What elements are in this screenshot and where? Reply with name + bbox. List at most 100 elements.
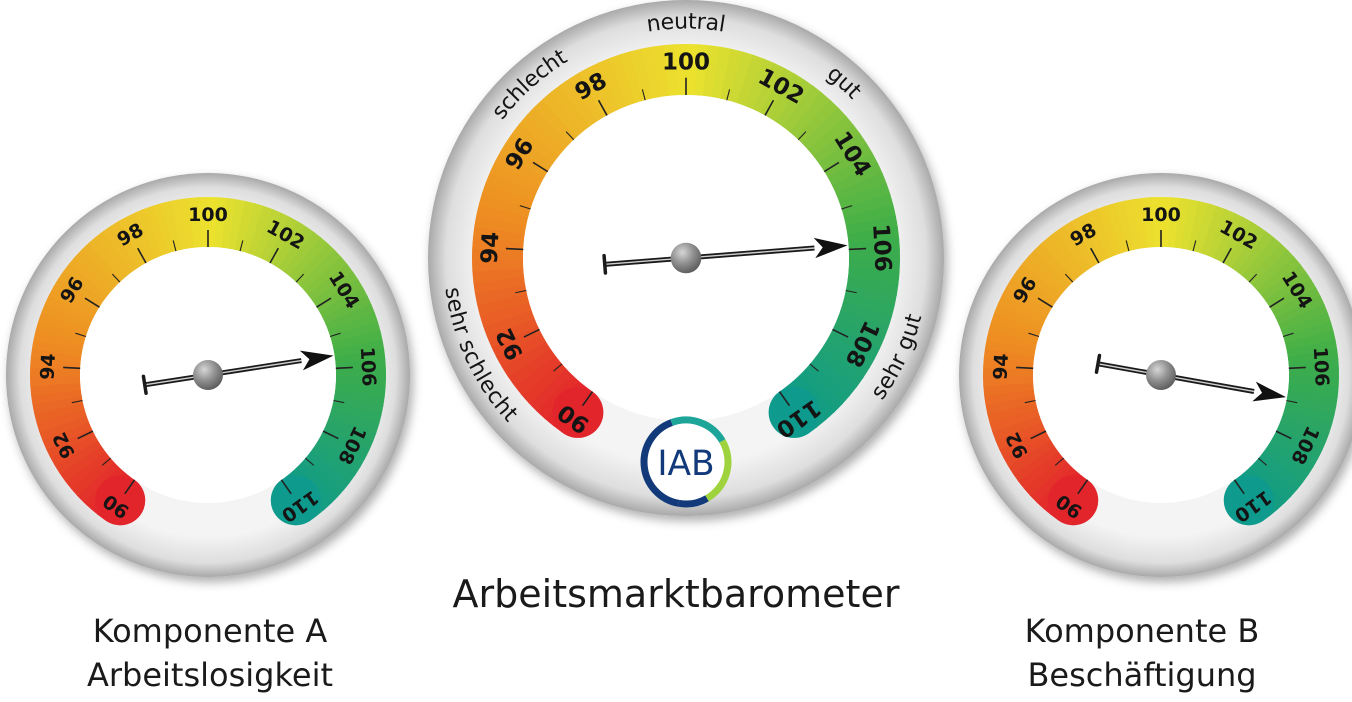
gauge-band-segment — [842, 293, 895, 318]
gauge-band-segment — [479, 300, 532, 327]
gauge-band-segment — [1114, 200, 1136, 252]
gauge-band-segment — [815, 348, 864, 388]
zone-label-neutral: neutral — [645, 9, 727, 37]
gauge-band-segment — [31, 388, 82, 405]
iab-logo-text: IAB — [657, 444, 714, 484]
gauge-band-segment — [331, 330, 383, 351]
gauge-band-segment — [795, 99, 840, 145]
gauge-minor-tick — [1257, 457, 1268, 466]
gauge-band-segment — [1285, 396, 1337, 416]
gauge-band-segment — [1021, 255, 1067, 296]
gauge-minor-tick — [519, 205, 531, 210]
gauge-band-segment — [798, 368, 843, 414]
main-gauge-caption: Arbeitsmarktbarometer — [452, 572, 900, 616]
gauge-band-segment — [283, 231, 322, 277]
gauge-minor-tick — [1248, 273, 1258, 283]
gauge-band-segment — [541, 91, 585, 138]
gauge-major-tick — [778, 391, 791, 407]
gauge-major-tick — [1233, 479, 1245, 495]
gauge-major-tick — [1275, 430, 1292, 440]
gauge-major-tick — [1090, 247, 1100, 264]
gauge-needle-tail-bar — [602, 253, 608, 275]
gauge-band-segment — [309, 446, 356, 484]
gauge-minor-tick — [641, 89, 646, 101]
gauge-band-segment — [152, 202, 176, 254]
gauge-band-segment — [989, 408, 1040, 433]
iab-logo-ring — [705, 439, 732, 502]
gauge-band-segment — [789, 92, 832, 139]
gauge-major-tick — [832, 328, 849, 338]
gauge-band-segment — [986, 328, 1038, 350]
gauge-minor-tick — [841, 205, 853, 210]
gauge-band-segment — [984, 388, 1035, 405]
gauge-band-segment — [1258, 451, 1304, 491]
gauge-minor-tick — [1125, 240, 1130, 252]
gauge-band-segment — [300, 456, 345, 498]
gauge-band-segment — [59, 445, 106, 482]
gauge-minor-tick — [726, 89, 731, 101]
gauge-band-segment — [489, 160, 541, 194]
gauge-major-tick — [280, 479, 292, 495]
gauge-tick-label: 106 — [867, 223, 895, 272]
gauge-band-segment — [170, 198, 190, 250]
gauge-needle-tail-bar — [141, 374, 148, 395]
gauge-minor-tick — [295, 273, 305, 283]
gauge-band-segment — [227, 199, 247, 251]
gauge-b-caption-title: Komponente B — [1024, 612, 1260, 650]
gauge-band-segment — [1246, 243, 1289, 286]
gauge-band-segment — [991, 311, 1042, 337]
gauge-major-tick — [322, 430, 339, 440]
gauge-major-tick — [597, 99, 608, 116]
gauge-band-segment — [533, 98, 578, 144]
gauge-band-segment — [1251, 249, 1296, 291]
gauge-band-segment — [1280, 312, 1332, 338]
gauge-minor-tick — [1286, 399, 1298, 404]
gauge-major-tick — [63, 366, 81, 370]
gauge-band-segment — [641, 46, 662, 99]
gauge-band-segment — [1034, 242, 1076, 286]
gauge-minor-tick — [1054, 457, 1065, 466]
gauge-band-segment — [1041, 236, 1081, 281]
gauge-band-segment — [38, 311, 89, 337]
gauge-a-caption-title: Komponente A — [92, 612, 328, 650]
gauge-band-segment — [1180, 199, 1200, 251]
gauge-band-segment — [782, 85, 823, 133]
gauge-band-segment — [528, 367, 573, 412]
gauge-band-segment — [843, 204, 897, 228]
gauge-band-segment — [30, 381, 81, 396]
gauge-band-segment — [44, 294, 95, 325]
gauge-band-segment — [1236, 231, 1275, 277]
gauge-band-segment — [161, 200, 183, 252]
gauge-band-segment — [473, 275, 526, 295]
gauge-band-segment — [719, 48, 744, 102]
gauge-band-cap-high — [270, 475, 321, 526]
gauge-band-segment — [474, 283, 528, 306]
gauge-band-segment — [247, 205, 274, 257]
gauge-band-segment — [325, 303, 376, 332]
gauge-major-tick — [1269, 297, 1285, 308]
gauge-band-segment — [1286, 389, 1338, 407]
gauge-minor-tick — [1028, 332, 1040, 338]
gauge-band-segment — [95, 230, 134, 277]
gauge-major-tick — [505, 247, 524, 251]
gauge-major-tick — [1030, 430, 1047, 440]
gauge-band-segment — [75, 248, 118, 291]
gauge-band-segment — [550, 84, 591, 132]
gauge-minor-tick — [1024, 399, 1036, 404]
gauge-band-segment — [1028, 248, 1071, 291]
gauge-band-segment — [81, 242, 123, 286]
gauge-band-segment — [984, 338, 1036, 357]
gauge-tick-label: 100 — [662, 49, 710, 75]
gauge-minor-tick — [329, 332, 341, 338]
gauge-b-caption-subtitle: Beschäftigung — [1027, 656, 1257, 694]
gauge-needle-hub — [1146, 360, 1176, 390]
gauge-band-segment — [736, 54, 765, 107]
gauge-band-segment — [728, 51, 755, 104]
gauge-band-segment — [1262, 446, 1309, 484]
gauge-band-segment — [994, 302, 1045, 331]
gauge-major-tick — [532, 161, 549, 173]
gauge-minor-tick — [1064, 273, 1074, 283]
gauge-a-caption-subtitle: Arbeitslosigkeit — [86, 656, 333, 694]
gauge-tick-label: 94 — [990, 353, 1013, 381]
